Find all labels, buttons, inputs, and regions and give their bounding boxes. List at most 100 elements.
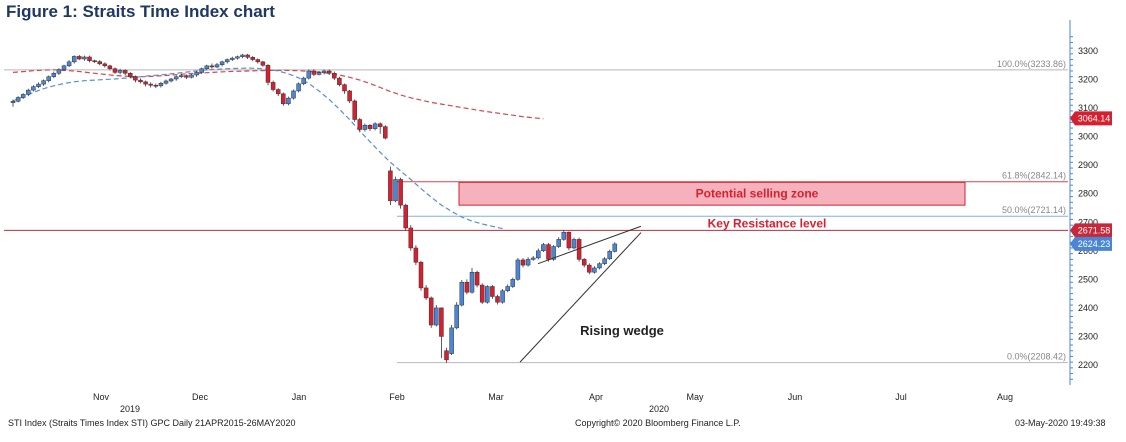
candle-body [566,232,572,249]
candle-body [46,76,51,81]
price-tag: 2671.58 [1070,223,1112,238]
candle [367,124,373,131]
candle-body [250,57,255,60]
candle-body [474,271,480,286]
candle [530,255,536,261]
candle [352,99,357,122]
candle-body [418,261,424,289]
candle [398,177,403,209]
moving-average-blue [12,67,503,230]
candle [77,54,82,61]
candle [41,79,46,86]
level-label: 0.0%(2208.42) [1007,352,1066,362]
candle-body [158,83,164,87]
candle [434,305,439,327]
candle [474,270,480,288]
x-month-label: Feb [389,392,405,402]
candle [607,249,612,260]
candle [61,64,67,71]
candle [163,79,169,85]
candle-body [581,259,587,266]
candle-body [189,74,194,78]
candle-body [143,81,148,85]
level-label: 61.8%(2842.14) [1002,171,1066,181]
wedge-upper-line [537,225,642,265]
price-tag-label: 2671.58 [1078,225,1111,235]
x-month-label: May [686,392,704,402]
candle-body [454,304,459,329]
candle [235,55,240,60]
candle [36,82,41,89]
candle [20,93,26,99]
candle [194,70,199,77]
candle-body [260,61,266,66]
candle-body [153,85,159,87]
footer-copyright: Copyright© 2020 Bloomberg Finance L.P. [575,418,741,428]
candle-body [219,61,225,65]
candle [449,325,454,356]
candle-body [326,70,332,74]
price-tag-label: 3064.14 [1078,113,1111,123]
candle [479,283,485,304]
candle-body [128,73,133,77]
candle [245,53,250,59]
candle-body [66,61,72,67]
candle-body [20,94,26,98]
candle [301,76,306,86]
candle [265,64,271,86]
candle-body [31,86,36,91]
x-month-label: Dec [192,392,209,402]
candle-body [41,80,46,85]
y-tick-label: 3300 [1078,46,1098,56]
candle-body [607,251,612,260]
candle [138,78,143,84]
candle-body [372,123,378,129]
candle-body [485,286,490,303]
candle-body [245,54,250,58]
candle [122,69,128,75]
x-month-label: Aug [997,392,1013,402]
candle [372,122,378,131]
candle-body [362,124,368,130]
candle-body [383,126,388,139]
candle [597,262,602,270]
candle-body [179,75,184,77]
candle [423,285,429,300]
candle-body [56,69,62,74]
candle-body [281,93,286,105]
candle [408,225,414,251]
candle [377,122,383,134]
candle-body [393,179,398,202]
candle-body [36,83,41,87]
candle [454,302,459,330]
candle [296,82,301,93]
candle-body [367,124,373,129]
candle [459,279,465,307]
candle [388,166,393,206]
candle-body [306,70,312,79]
candle [566,231,572,251]
candle-body [597,263,602,269]
x-month-label: Jan [292,392,307,402]
candle-body [321,70,327,73]
candle [260,60,266,67]
candle [286,96,291,106]
candle [128,72,133,79]
candle-body [82,56,87,60]
candle [219,60,225,67]
candle-body [377,123,383,127]
candle [602,257,607,266]
candle-body [51,73,57,77]
candle [168,77,174,83]
candle-body [230,57,235,60]
selling-zone-box [458,181,966,206]
candle-body [398,179,403,206]
candle-body [536,250,541,259]
candle [347,89,352,103]
candle [87,55,92,63]
candles [10,53,618,363]
y-tick-label: 2500 [1078,274,1098,284]
candle [117,68,123,75]
candle [525,257,531,267]
candle [592,266,597,274]
